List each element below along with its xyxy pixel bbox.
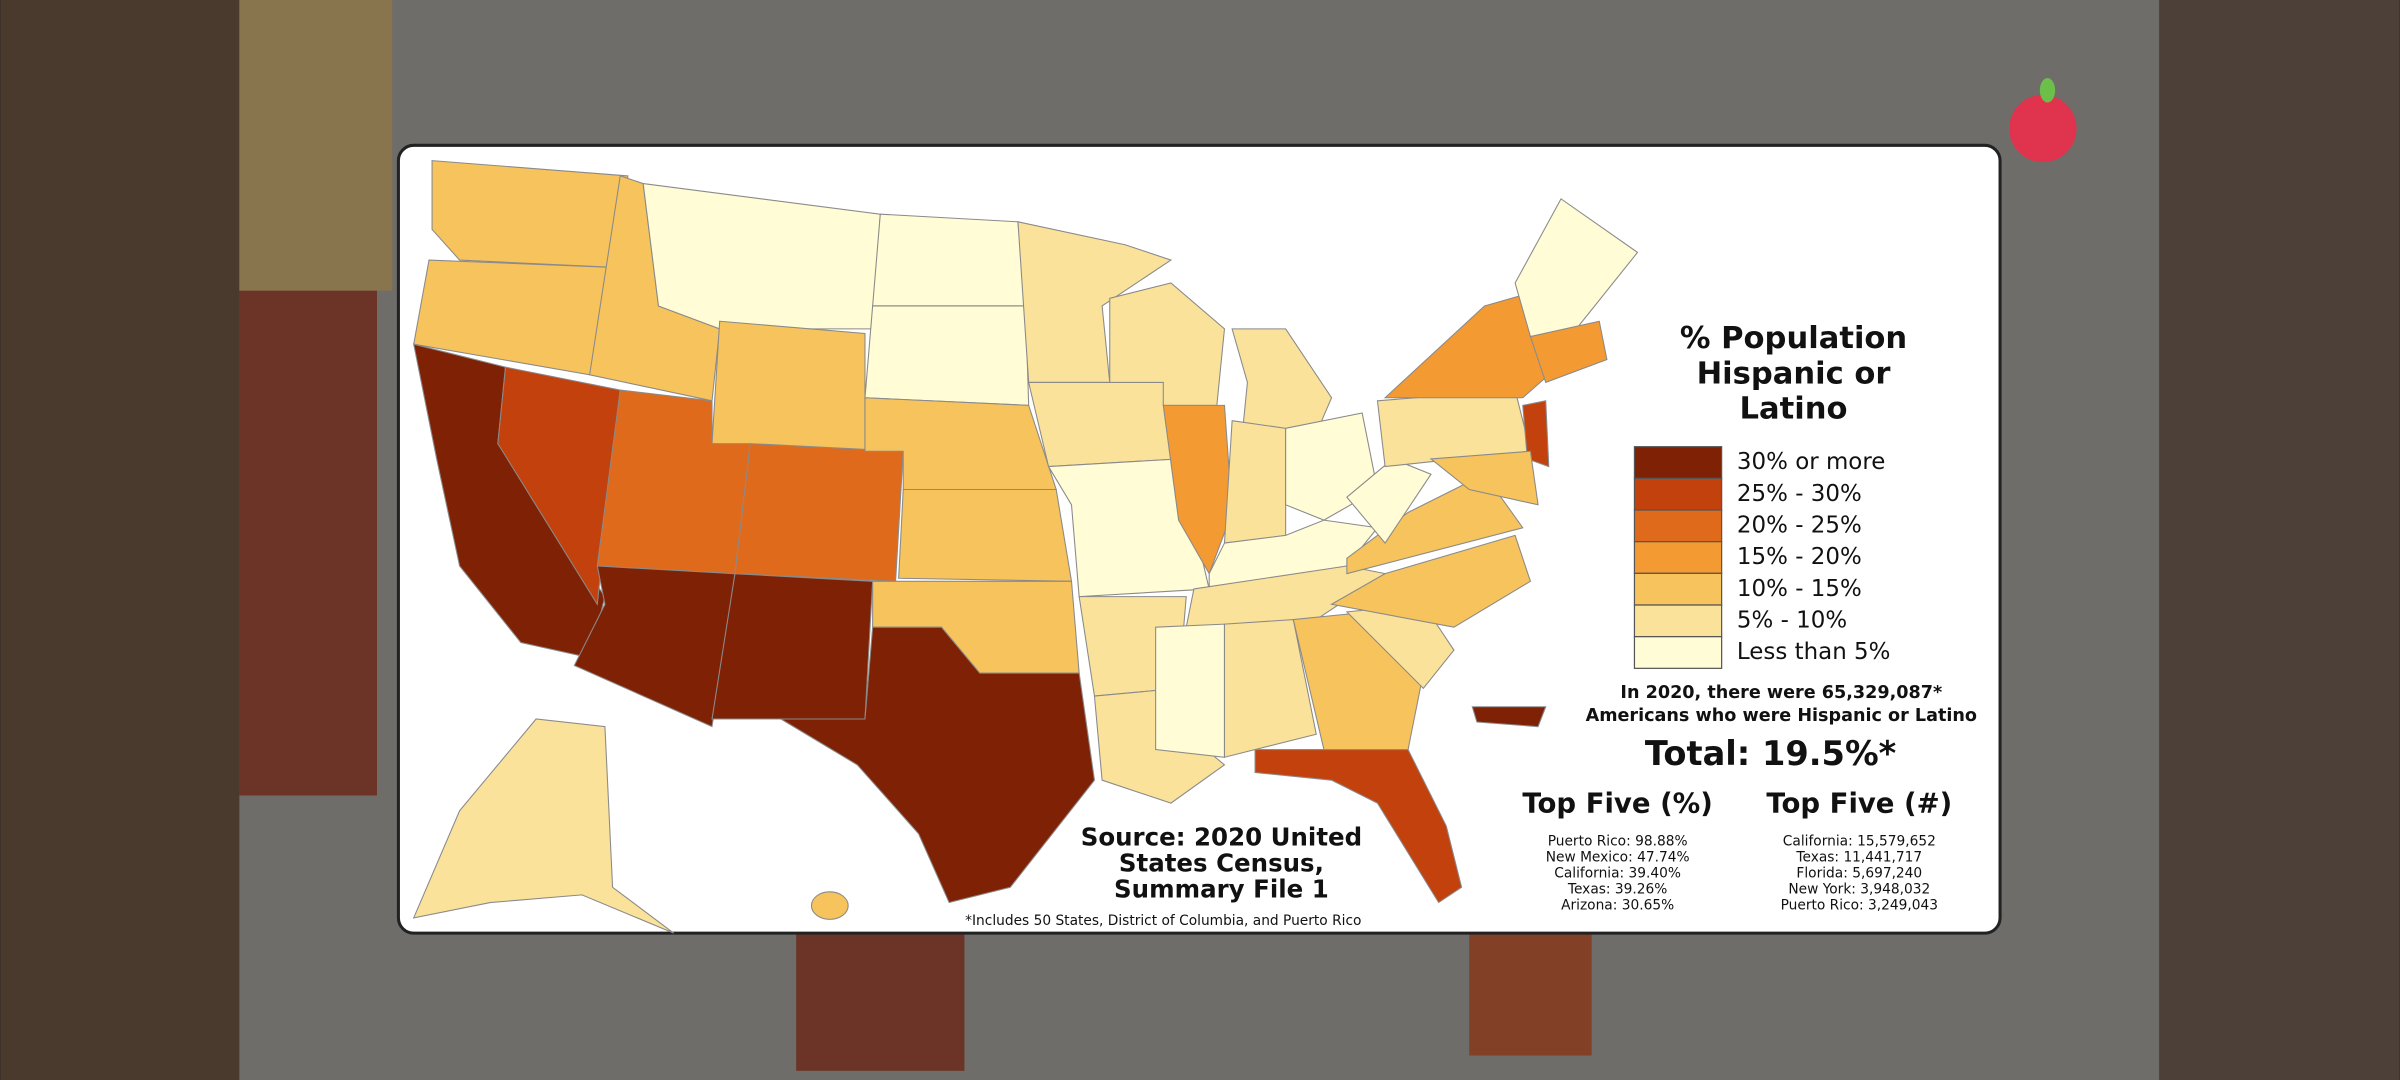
blurred-backdrop — [796, 933, 965, 1071]
footnote: *Includes 50 States, District of Columbi… — [965, 913, 1361, 929]
legend-swatch — [1633, 477, 1723, 511]
app-icon-leaf — [2039, 78, 2056, 103]
top-five-item: Texas: 39.26% — [1567, 882, 1667, 898]
blurred-backdrop — [1469, 933, 1592, 1056]
state — [1514, 198, 1639, 338]
side-panel — [0, 0, 240, 1080]
top-five-item: California: 15,579,652 — [1783, 833, 1936, 849]
legend-label: 25% - 30% — [1737, 481, 1862, 507]
legend-title: Latino — [1740, 391, 1848, 426]
top-five-item: Puerto Rico: 3,249,043 — [1781, 898, 1938, 914]
state — [1162, 404, 1233, 575]
state — [1254, 749, 1463, 904]
legend-label: 20% - 25% — [1737, 513, 1862, 539]
state — [1223, 420, 1287, 544]
side-panel — [2159, 0, 2400, 1080]
legend-title: Hispanic or — [1697, 356, 1891, 391]
state — [711, 320, 866, 452]
legend-swatch — [1633, 541, 1723, 574]
top-five-item: Puerto Rico: 98.88% — [1548, 833, 1688, 849]
state — [1471, 706, 1547, 728]
legend-swatch — [1633, 604, 1723, 638]
top-five-item: New York: 3,948,032 — [1788, 882, 1930, 898]
state — [734, 443, 904, 582]
state — [1330, 534, 1532, 628]
state — [1047, 458, 1210, 598]
state — [573, 565, 736, 728]
state — [1429, 450, 1539, 506]
state — [431, 160, 629, 269]
note: Americans who were Hispanic or Latino — [1586, 706, 1977, 726]
top-five-title: Top Five (%) — [1522, 788, 1712, 820]
app-icon[interactable] — [2009, 94, 2077, 163]
legend-swatch — [1633, 446, 1723, 479]
state — [778, 626, 1096, 904]
state — [1155, 623, 1226, 758]
total: Total: 19.5%* — [1645, 734, 1896, 773]
legend-swatch — [1633, 509, 1723, 543]
note: In 2020, there were 65,329,087* — [1620, 683, 1942, 703]
state — [1522, 400, 1550, 468]
state — [711, 573, 874, 720]
blurred-backdrop — [239, 290, 377, 796]
state — [872, 213, 1027, 307]
top-five-title: Top Five (#) — [1766, 788, 1952, 820]
top-five-item: New Mexico: 47.74% — [1546, 849, 1690, 865]
source: States Census, — [1119, 848, 1324, 877]
top-five-item: California: 39.40% — [1554, 865, 1681, 881]
top-five-item: Florida: 5,697,240 — [1796, 865, 1922, 881]
source: Source: 2020 United — [1081, 822, 1362, 851]
state — [497, 366, 621, 606]
state — [1346, 458, 1432, 544]
legend-title: % Population — [1680, 321, 1907, 356]
state — [1223, 618, 1317, 758]
blurred-backdrop — [239, 0, 393, 291]
state — [412, 718, 675, 934]
state — [898, 488, 1073, 582]
legend-label: 30% or more — [1737, 449, 1885, 475]
state — [864, 305, 1030, 406]
legend-label: Less than 5% — [1737, 639, 1890, 665]
top-five-item: Texas: 11,441,717 — [1795, 849, 1922, 865]
legend-label: 10% - 15% — [1737, 576, 1862, 602]
legend-label: 5% - 10% — [1737, 608, 1847, 634]
state — [1529, 320, 1608, 384]
top-five-item: Arizona: 30.65% — [1561, 898, 1674, 914]
state — [1027, 381, 1180, 468]
legend-label: 15% - 20% — [1737, 544, 1862, 570]
legend-swatch — [1633, 636, 1723, 669]
source: Summary File 1 — [1114, 874, 1329, 903]
state — [810, 891, 849, 920]
legend-swatch — [1633, 572, 1723, 606]
states — [412, 160, 1639, 934]
